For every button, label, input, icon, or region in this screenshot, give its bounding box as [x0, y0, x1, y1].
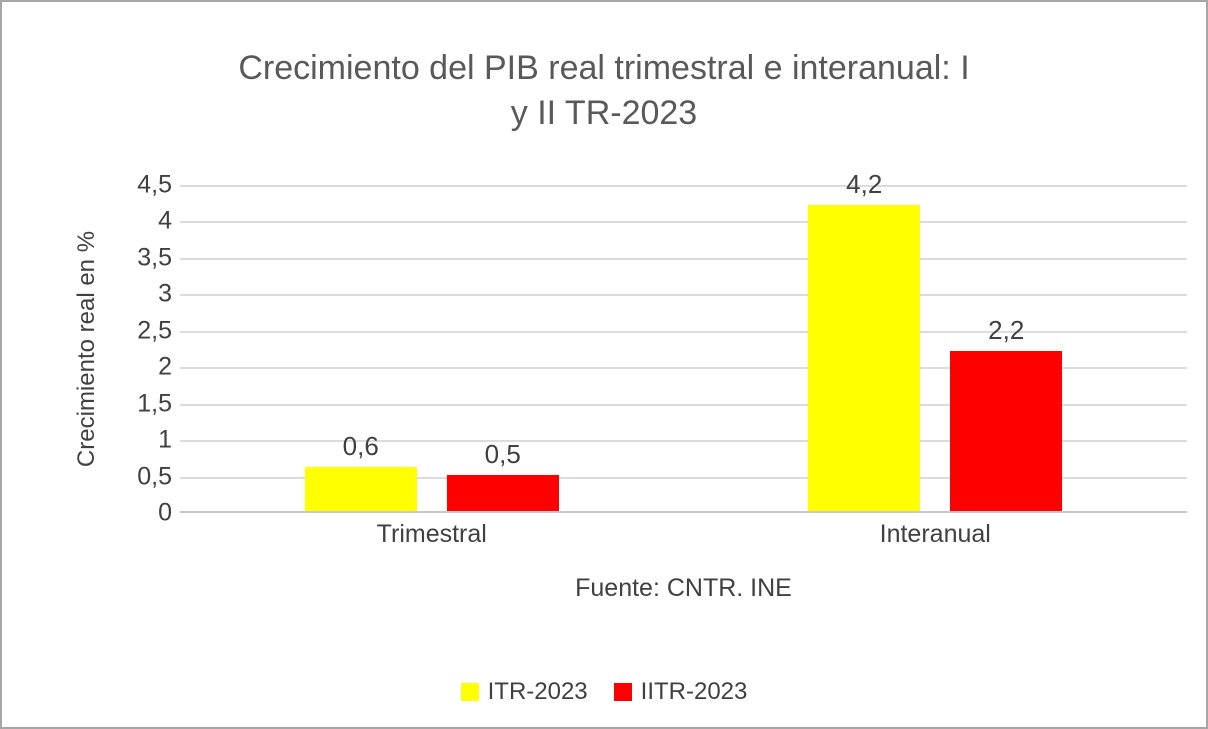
bar-value-label: 4,2 [846, 168, 883, 199]
legend-swatch-icon [460, 683, 479, 701]
y-tick-label: 3,5 [137, 243, 172, 272]
bar-group-interanual: 4,2 2,2 [684, 169, 1188, 511]
bar-value-label: 0,5 [484, 438, 521, 469]
x-category-label: Interanual [879, 520, 991, 548]
chart-title-line1: Crecimiento del PIB real trimestral e in… [238, 49, 970, 87]
legend-item-itr-2023: ITR-2023 [460, 678, 588, 706]
bar-iitr-2023-trimestral: 0,5 [446, 439, 559, 511]
chart-title: Crecimiento del PIB real trimestral e in… [2, 46, 1206, 136]
gridline [180, 440, 1187, 443]
y-tick-label: 0 [158, 498, 172, 527]
y-tick-label: 1,5 [137, 389, 172, 418]
bar-itr-2023-trimestral: 0,6 [304, 431, 417, 511]
legend-item-iitr-2023: IITR-2023 [613, 678, 748, 706]
gridline [180, 367, 1187, 370]
gridline [180, 221, 1187, 224]
gridline [180, 476, 1187, 479]
gridline [180, 403, 1187, 406]
legend-label: ITR-2023 [487, 678, 588, 705]
legend: ITR-2023 IITR-2023 [2, 678, 1206, 706]
bar-value-label: 2,2 [988, 314, 1025, 345]
chart-title-line2: y II TR-2023 [510, 93, 698, 132]
x-category-label: Trimestral [376, 520, 487, 548]
y-tick-label: 2,5 [137, 316, 172, 345]
legend-label: IITR-2023 [640, 678, 748, 705]
bar-group-trimestral: 0,6 0,5 [180, 185, 684, 511]
bar-iitr-2023-interanual: 2,2 [950, 315, 1063, 511]
source-note: Fuente: CNTR. INE [575, 574, 792, 602]
plot-area: 0,6 0,5 4,2 2,2 [180, 169, 1188, 513]
y-tick-label: 1 [158, 425, 172, 454]
bar-value-label: 0,6 [342, 431, 379, 462]
legend-swatch-icon [613, 683, 632, 701]
y-axis-ticks: 0 0,5 1 1,5 2 2,5 3 3,5 4 4,5 [92, 171, 172, 527]
gridline [180, 294, 1187, 297]
x-axis-labels: Trimestral Interanual [180, 520, 1187, 549]
y-tick-label: 2 [158, 352, 172, 381]
bar-groups: 0,6 0,5 4,2 2,2 [180, 169, 1188, 511]
gridline [180, 330, 1187, 333]
y-tick-label: 4,5 [137, 170, 172, 199]
y-tick-label: 0,5 [137, 462, 172, 491]
gridline [180, 185, 1187, 187]
y-tick-label: 4 [158, 206, 172, 235]
bar-itr-2023-interanual: 4,2 [808, 169, 921, 511]
y-tick-label: 3 [158, 279, 172, 308]
gridline [180, 257, 1187, 260]
